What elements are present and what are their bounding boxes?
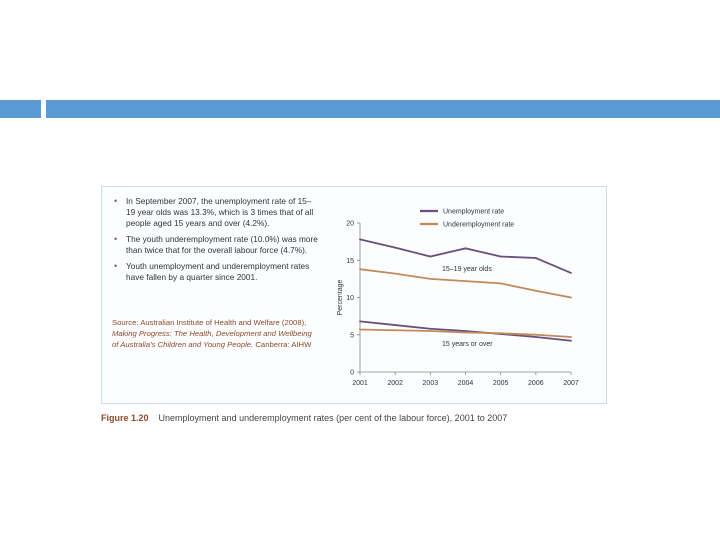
- accent-bar-long: [46, 100, 720, 118]
- data-point: [429, 255, 432, 258]
- y-tick-label: 0: [350, 370, 354, 377]
- data-point: [570, 272, 572, 274]
- series-line: [359, 268, 572, 299]
- data-point: [359, 238, 361, 241]
- x-tick-label: 2007: [563, 380, 579, 387]
- data-point: [394, 329, 397, 332]
- x-tick-label: 2002: [387, 380, 403, 387]
- line-chart: 0 5 10 15 20 2001 2002 2003 2004 2005 2006 2007 Perc…: [337, 209, 579, 388]
- data-point: [570, 339, 572, 342]
- data-point: [394, 246, 397, 249]
- figure-caption: Figure 1.20 Unemployment and underemploym…: [101, 413, 621, 423]
- source-prefix: Source: Australian Institute of Health a…: [112, 318, 307, 327]
- accent-bar-square: [0, 100, 41, 118]
- y-tick-label: 15: [346, 258, 354, 265]
- data-point: [534, 333, 537, 336]
- source-suffix: Canberra: AIHW: [255, 340, 312, 349]
- bullet-list: In September 2007, the unemployment rate…: [112, 196, 318, 288]
- data-point: [359, 320, 361, 323]
- annotation-label: 15 years or over: [442, 341, 493, 348]
- data-point: [359, 268, 361, 271]
- bullet-item: Youth unemployment and underemployment r…: [112, 261, 318, 283]
- bullet-item: The youth underemployment rate (10.0%) w…: [112, 234, 318, 256]
- source-title: Making Progress: The Health, Development…: [112, 329, 312, 349]
- data-point: [394, 324, 397, 326]
- figure-caption-text: Unemployment and underemployment rates (…: [158, 413, 508, 423]
- x-tick-label: 2005: [493, 380, 509, 387]
- data-point: [570, 296, 572, 299]
- data-point: [534, 336, 537, 338]
- data-point: [429, 277, 432, 280]
- legend-label: Underemployment rate: [443, 222, 514, 229]
- data-point: [534, 289, 537, 292]
- y-axis-label: Percentage: [337, 279, 344, 315]
- y-tick-label: 20: [346, 221, 354, 228]
- legend-label: Unemployment rate: [443, 209, 504, 216]
- data-point: [534, 257, 537, 259]
- figure-number: Figure 1.20: [101, 413, 149, 423]
- data-point: [464, 280, 467, 283]
- data-point: [464, 330, 467, 332]
- y-tick-label: 10: [346, 295, 354, 302]
- annotation-label: 15–19 year olds: [442, 266, 492, 273]
- data-point: [359, 328, 361, 331]
- source-note: Source: Australian Institute of Health a…: [112, 317, 318, 350]
- data-point: [394, 272, 397, 275]
- x-tick-label: 2001: [352, 380, 368, 387]
- data-point: [429, 330, 432, 332]
- y-tick-label: 5: [350, 332, 354, 339]
- data-point: [464, 331, 467, 334]
- data-point: [499, 282, 502, 285]
- x-tick-label: 2006: [528, 380, 544, 387]
- x-tick-label: 2004: [458, 380, 474, 387]
- data-point: [464, 247, 467, 250]
- data-point: [499, 255, 502, 258]
- data-point: [570, 336, 572, 338]
- data-point: [499, 332, 502, 335]
- data-point: [429, 327, 432, 330]
- bullet-item: In September 2007, the unemployment rate…: [112, 196, 318, 229]
- x-tick-label: 2003: [423, 380, 439, 387]
